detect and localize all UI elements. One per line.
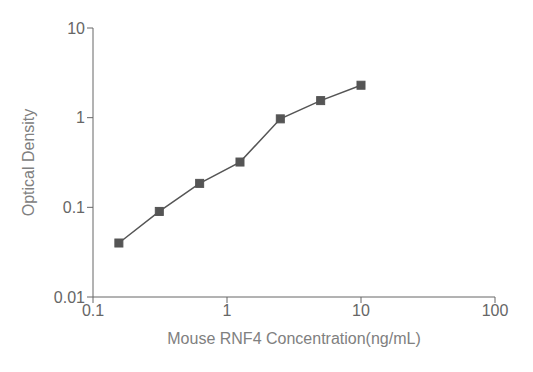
- svg-text:10: 10: [352, 302, 370, 319]
- svg-text:1: 1: [223, 302, 232, 319]
- svg-text:Optical Density: Optical Density: [20, 109, 37, 217]
- svg-text:10: 10: [67, 20, 85, 37]
- svg-text:Mouse RNF4 Concentration(ng/mL: Mouse RNF4 Concentration(ng/mL): [167, 330, 420, 347]
- svg-text:1: 1: [76, 109, 85, 126]
- svg-text:0.1: 0.1: [63, 199, 85, 216]
- svg-text:0.01: 0.01: [54, 289, 85, 306]
- svg-text:0.1: 0.1: [82, 302, 104, 319]
- svg-text:100: 100: [482, 302, 509, 319]
